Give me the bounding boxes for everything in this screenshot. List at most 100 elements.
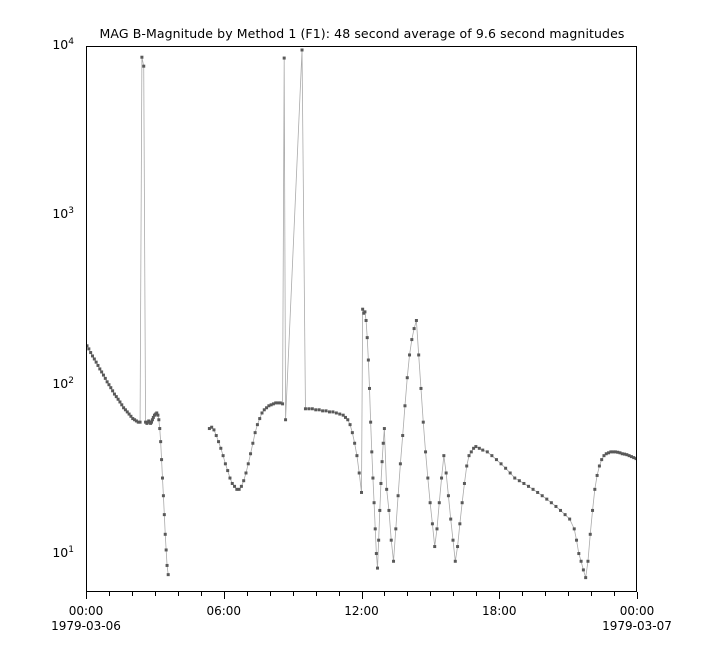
data-point-marker bbox=[109, 386, 113, 390]
data-point-marker bbox=[371, 476, 375, 480]
data-point-marker bbox=[127, 412, 131, 416]
data-point-marker bbox=[214, 434, 218, 438]
data-point-marker bbox=[412, 327, 416, 331]
data-point-marker bbox=[618, 451, 622, 455]
data-point-marker bbox=[343, 415, 347, 419]
data-point-marker bbox=[451, 538, 455, 542]
data-point-marker bbox=[389, 538, 393, 542]
data-point-marker bbox=[586, 559, 590, 563]
data-point-marker bbox=[134, 419, 138, 423]
data-point-marker bbox=[381, 441, 385, 445]
data-point-marker bbox=[632, 456, 636, 460]
x-tick-major bbox=[499, 592, 501, 599]
data-point-marker bbox=[338, 412, 342, 416]
data-point-marker bbox=[353, 441, 357, 445]
data-point-marker bbox=[536, 490, 540, 494]
data-point-marker bbox=[364, 319, 368, 322]
data-point-marker bbox=[244, 471, 248, 475]
data-point-marker bbox=[284, 418, 288, 422]
x-tick-label-time: 12:00 bbox=[344, 604, 379, 618]
data-point-marker bbox=[317, 408, 321, 412]
data-point-marker bbox=[403, 404, 407, 408]
data-point-marker bbox=[98, 367, 102, 371]
x-tick-label-date: 1979-03-06 bbox=[51, 619, 121, 633]
x-tick-major bbox=[637, 592, 639, 599]
data-point-marker bbox=[334, 411, 338, 415]
data-point-marker bbox=[120, 403, 124, 407]
data-point-marker bbox=[572, 527, 576, 531]
x-tick-minor bbox=[430, 592, 432, 596]
data-point-marker bbox=[159, 440, 163, 444]
data-point-marker bbox=[584, 576, 588, 580]
x-tick-minor bbox=[154, 592, 156, 596]
data-point-marker bbox=[526, 484, 530, 488]
y-tick-label: 102 bbox=[52, 375, 74, 392]
data-point-marker bbox=[267, 404, 271, 408]
x-tick-minor bbox=[315, 592, 317, 596]
data-point-marker bbox=[600, 458, 604, 462]
data-point-marker bbox=[122, 406, 126, 410]
data-point-marker bbox=[366, 358, 370, 362]
data-point-marker bbox=[212, 428, 216, 432]
x-tick-minor bbox=[591, 592, 593, 596]
data-point-marker bbox=[442, 454, 446, 458]
data-point-marker bbox=[370, 450, 374, 454]
data-point-marker bbox=[365, 336, 369, 340]
data-point-marker bbox=[155, 411, 159, 415]
data-point-marker bbox=[160, 458, 164, 462]
x-tick-minor bbox=[476, 592, 478, 596]
data-point-marker bbox=[581, 568, 585, 572]
data-point-marker bbox=[392, 559, 396, 563]
data-point-marker bbox=[549, 501, 553, 505]
data-point-marker bbox=[426, 476, 430, 480]
data-point-marker bbox=[437, 501, 441, 505]
data-point-marker bbox=[260, 411, 264, 415]
x-tick-minor bbox=[177, 592, 179, 596]
data-point-marker bbox=[324, 409, 328, 413]
data-point-marker bbox=[103, 376, 107, 380]
data-point-marker bbox=[282, 56, 286, 60]
data-point-marker bbox=[540, 494, 544, 498]
data-point-marker bbox=[235, 487, 239, 491]
data-point-marker bbox=[613, 450, 617, 454]
data-point-marker bbox=[494, 458, 498, 462]
x-tick-minor bbox=[453, 592, 455, 596]
data-point-marker bbox=[233, 484, 237, 488]
data-point-marker bbox=[597, 464, 601, 468]
x-tick-minor bbox=[522, 592, 524, 596]
data-point-marker bbox=[133, 418, 137, 422]
data-point-marker bbox=[382, 427, 386, 431]
data-point-marker bbox=[157, 418, 161, 422]
data-point-marker bbox=[217, 440, 221, 444]
x-tick-label-time: 00:00 bbox=[619, 604, 655, 618]
data-point-marker bbox=[508, 471, 512, 475]
data-point-marker bbox=[92, 357, 96, 361]
x-tick-minor bbox=[131, 592, 133, 596]
data-point-marker bbox=[166, 573, 170, 577]
data-point-marker bbox=[387, 508, 391, 512]
data-point-marker bbox=[150, 420, 153, 424]
x-tick-minor bbox=[545, 592, 547, 596]
data-point-marker bbox=[116, 397, 120, 401]
data-point-marker bbox=[380, 460, 384, 464]
data-point-marker bbox=[417, 353, 421, 357]
data-point-marker bbox=[607, 451, 611, 455]
data-point-marker bbox=[504, 466, 508, 470]
data-point-marker bbox=[307, 407, 311, 411]
x-tick-label-time: 06:00 bbox=[206, 604, 242, 618]
data-point-marker bbox=[568, 517, 572, 521]
data-point-marker bbox=[242, 479, 246, 483]
data-point-marker bbox=[331, 410, 335, 414]
data-point-marker bbox=[396, 494, 400, 498]
data-point-marker bbox=[373, 527, 377, 531]
data-point-marker bbox=[408, 353, 412, 357]
trace-line bbox=[87, 49, 636, 578]
data-point-marker bbox=[469, 450, 473, 454]
data-point-marker bbox=[430, 522, 434, 526]
x-tick-label-time: 00:00 bbox=[68, 604, 104, 618]
data-point-marker bbox=[485, 450, 489, 454]
data-trace-svg bbox=[87, 48, 636, 580]
data-point-marker bbox=[271, 402, 275, 406]
data-point-marker bbox=[123, 408, 127, 412]
